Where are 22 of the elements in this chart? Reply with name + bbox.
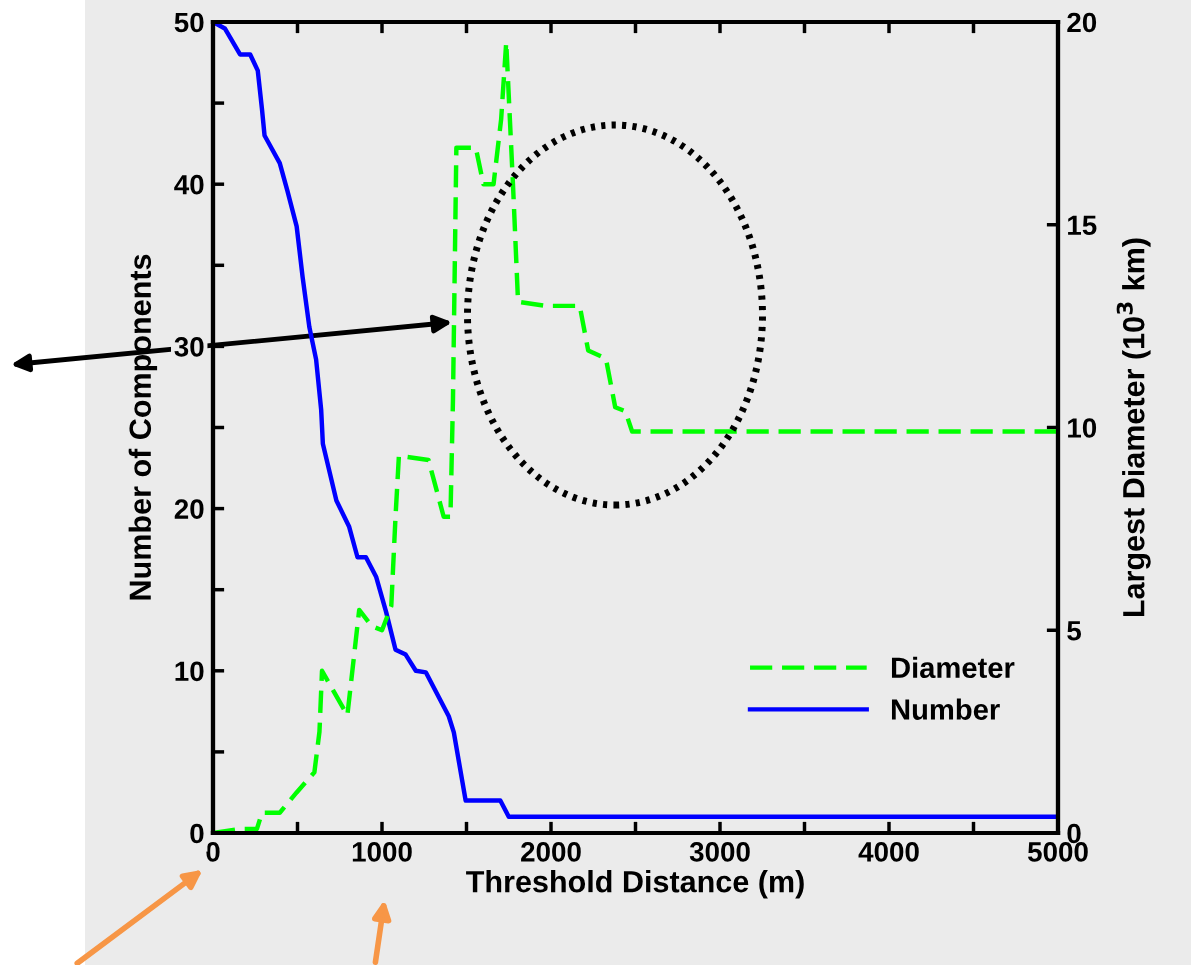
y-tick-label: 10 <box>175 661 204 682</box>
y-tick-label: 30 <box>174 337 204 357</box>
y-axis-title: Number of Components <box>128 254 158 600</box>
x-tick-label: 3000 <box>689 842 750 862</box>
y2-tick-label: 0 <box>1067 823 1081 844</box>
legend-label: Number <box>891 698 1000 720</box>
x-tick-label: 5000 <box>1027 842 1088 862</box>
x-tick-label: 1000 <box>352 842 412 862</box>
y2-tick-label: 20 <box>1067 12 1097 33</box>
y2-tick-label: 15 <box>1068 215 1097 236</box>
legend-label: Diameter <box>891 656 1015 679</box>
y2-tick-label: 5 <box>1067 621 1082 641</box>
y-tick-label: 0 <box>190 823 204 844</box>
x-axis-title: Threshold Distance (m) <box>466 870 804 899</box>
y-tick-label: 50 <box>174 12 204 33</box>
y2-tick-label: 10 <box>1068 418 1097 438</box>
x-tick-label: 0 <box>206 842 220 862</box>
y-tick-label: 20 <box>174 499 204 519</box>
y2-axis-title: Largest Diameter (10$^{3}$ km) <box>1116 238 1151 617</box>
y-tick-label: 40 <box>174 174 204 195</box>
x-tick-label: 4000 <box>858 842 919 862</box>
x-tick-label: 2000 <box>521 842 581 862</box>
